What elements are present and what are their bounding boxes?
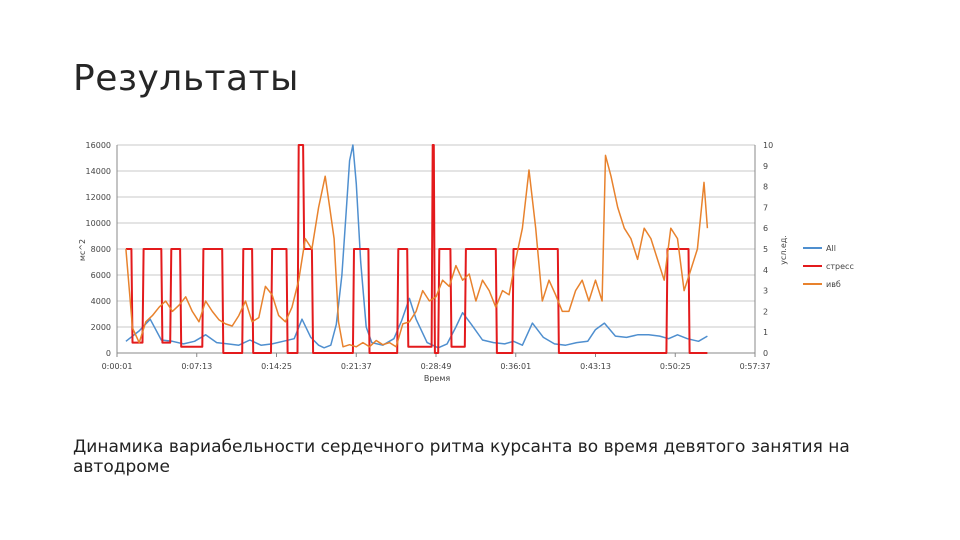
x-tick-label: 0:43:13 [580,362,611,371]
right-tick-label: 3 [763,287,768,296]
legend-label: All [826,244,836,253]
x-axis-label: Время [424,374,451,383]
right-tick-label: 5 [763,245,768,254]
x-tick-label: 0:00:01 [102,362,133,371]
right-tick-label: 10 [763,141,773,150]
right-axis-label: усл.ед. [779,235,788,265]
right-tick-label: 6 [763,224,768,233]
right-tick-label: 2 [763,307,768,316]
series-line-0 [125,144,708,349]
x-axis-ticks: 0:00:01 0:07:13 0:14:25 0:21:37 0:28:49 0:36:… [102,353,771,371]
left-tick-label: 2000 [91,323,111,332]
left-tick-label: 14000 [86,167,111,176]
slide-title: Результаты [73,58,299,99]
right-tick-label: 0 [763,349,768,358]
series-line-2 [125,154,709,348]
x-tick-label: 0:14:25 [261,362,292,371]
left-axis-ticks: 0 2000 4000 6000 8000 10000 12000 14000 16000 [86,141,111,358]
x-tick-label: 0:36:01 [500,362,531,371]
series-lines [125,144,709,354]
left-tick-label: 8000 [91,245,111,254]
left-tick-label: 4000 [91,297,111,306]
series-line-1 [125,144,708,354]
right-tick-label: 7 [763,203,768,212]
x-tick-label: 0:07:13 [181,362,212,371]
left-tick-label: 10000 [86,219,111,228]
x-tick-label: 0:50:25 [660,362,691,371]
right-tick-label: 1 [763,328,768,337]
slide-caption: Динамика вариабельности сердечного ритма… [73,437,850,477]
left-tick-label: 0 [106,349,111,358]
right-axis-ticks: 0 1 2 3 4 5 6 7 8 9 10 [763,141,773,358]
left-axis-label: мс^2 [78,239,87,261]
x-tick-label: 0:28:49 [421,362,452,371]
legend: All стресс ивб [803,244,854,289]
right-tick-label: 9 [763,162,768,171]
legend-label: стресс [826,262,854,271]
chart: 0 2000 4000 6000 8000 10000 12000 14000 16000 0 1… [78,141,854,383]
left-tick-label: 12000 [86,193,111,202]
left-tick-label: 16000 [86,141,111,150]
right-tick-label: 4 [763,266,768,275]
left-tick-label: 6000 [91,271,111,280]
x-tick-label: 0:57:37 [740,362,771,371]
legend-label: ивб [826,280,841,289]
x-tick-label: 0:21:37 [341,362,372,371]
right-tick-label: 8 [763,183,768,192]
